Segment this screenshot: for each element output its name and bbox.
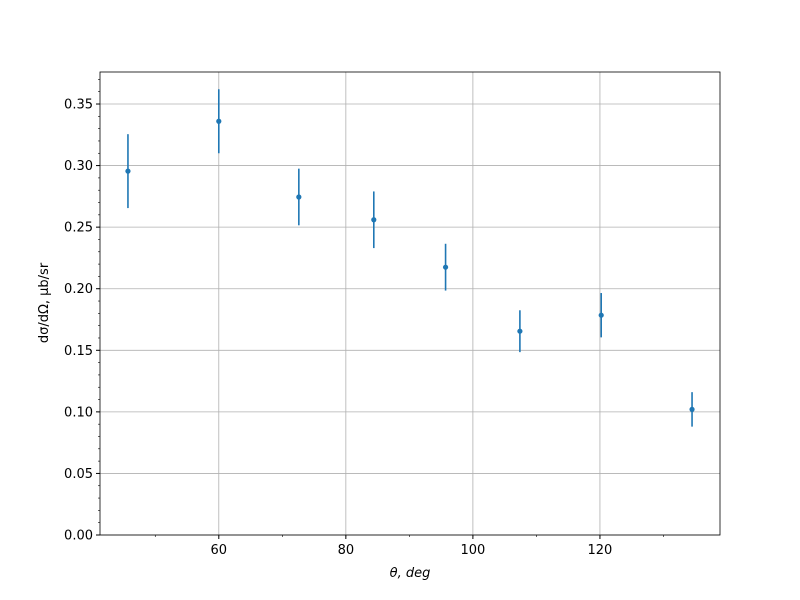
x-tick-label: 120 [588,543,613,558]
point [216,118,222,124]
point [598,312,604,318]
plot-frame [99,71,721,536]
x-tick-label: 80 [338,543,355,558]
point [517,328,523,334]
y-tick-label: 0.35 [64,98,93,113]
point [296,194,302,200]
y-tick-label: 0.10 [64,405,93,420]
y-tick-label: 0.30 [64,159,93,174]
x-axis-label: θ, deg [390,566,431,581]
y-tick-label: 0.20 [64,282,93,297]
y-tick-label: 0.15 [64,344,93,359]
point [371,217,377,223]
y-tick-label: 0.05 [64,467,93,482]
point [442,264,449,270]
point [689,406,695,412]
y-axis-label: dσ/dΩ, μb/sr [37,262,52,343]
y-tick-label: 0.25 [64,221,93,236]
point [125,168,131,174]
x-tick-label: 60 [211,543,228,558]
y-tick-label: 0.00 [64,529,93,544]
x-tick-label: 100 [460,543,485,558]
